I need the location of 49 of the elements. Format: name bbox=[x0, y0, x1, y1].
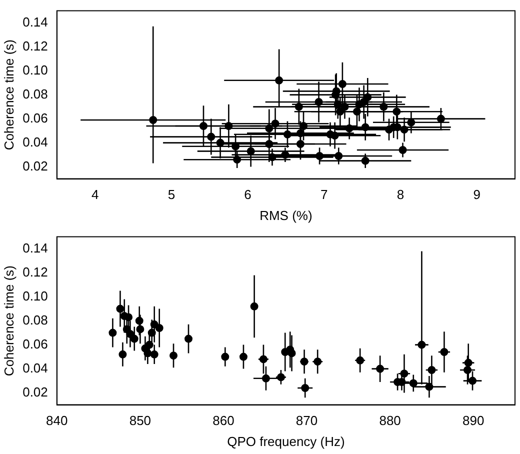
point bbox=[170, 352, 178, 360]
point bbox=[116, 304, 124, 313]
y-tick-label: 0.08 bbox=[22, 312, 48, 328]
y-tick-label: 0.10 bbox=[22, 288, 48, 304]
point bbox=[144, 349, 152, 358]
x-tick-label: 7 bbox=[320, 187, 328, 202]
y-axis-title: Coherence time (s) bbox=[1, 40, 16, 150]
y-axis-title: Coherence time (s) bbox=[1, 266, 16, 376]
x-tick-label: 6 bbox=[244, 187, 252, 202]
point bbox=[288, 349, 296, 358]
point bbox=[155, 324, 164, 332]
y-tick-label: 0.06 bbox=[22, 110, 48, 126]
y-tick-label: 0.02 bbox=[22, 158, 48, 174]
point bbox=[135, 316, 144, 325]
y-tick-label: 0.14 bbox=[22, 14, 48, 30]
x-tick-label: 860 bbox=[212, 413, 234, 428]
y-tick-label: 0.14 bbox=[22, 240, 48, 256]
y-tick-label: 0.06 bbox=[22, 336, 48, 352]
point bbox=[250, 302, 258, 310]
x-tick-label: 4 bbox=[91, 187, 99, 202]
y-tick-label: 0.04 bbox=[22, 360, 48, 376]
point bbox=[150, 350, 158, 358]
point bbox=[124, 313, 133, 322]
y-tick-label: 0.04 bbox=[22, 134, 48, 150]
point bbox=[148, 328, 156, 337]
x-tick-label: 880 bbox=[379, 413, 401, 428]
point bbox=[136, 325, 144, 334]
x-tick-label: 5 bbox=[168, 187, 176, 202]
point bbox=[130, 334, 138, 343]
x-axis-title: QPO frequency (Hz) bbox=[227, 434, 345, 449]
y-tick-label: 0.12 bbox=[22, 264, 48, 280]
x-tick-label: 840 bbox=[46, 413, 68, 428]
point bbox=[221, 352, 230, 361]
x-tick-label: 8 bbox=[396, 187, 404, 202]
point bbox=[145, 340, 154, 349]
x-tick-label: 870 bbox=[296, 413, 318, 428]
point bbox=[126, 330, 134, 338]
point bbox=[239, 352, 248, 361]
point bbox=[108, 328, 117, 337]
y-tick-label: 0.10 bbox=[22, 62, 48, 78]
point bbox=[184, 334, 192, 343]
x-tick-label: 890 bbox=[462, 413, 484, 428]
y-tick-label: 0.08 bbox=[22, 86, 48, 102]
x-tick-label: 9 bbox=[473, 187, 480, 202]
y-tick-label: 0.12 bbox=[22, 38, 48, 54]
x-tick-label: 850 bbox=[129, 413, 152, 428]
x-axis-title: RMS (%) bbox=[260, 208, 312, 223]
y-tick-label: 0.02 bbox=[22, 384, 48, 400]
point bbox=[118, 350, 127, 358]
